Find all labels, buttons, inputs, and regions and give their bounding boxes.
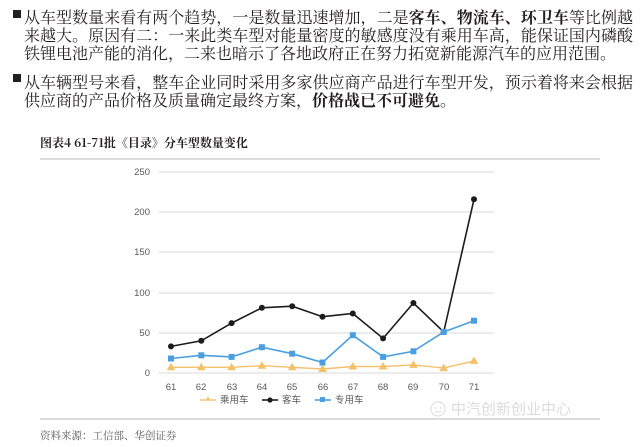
svg-text:客车: 客车 xyxy=(282,394,301,406)
svg-text:乘用车: 乘用车 xyxy=(220,394,249,406)
svg-text:专用车: 专用车 xyxy=(335,394,364,406)
